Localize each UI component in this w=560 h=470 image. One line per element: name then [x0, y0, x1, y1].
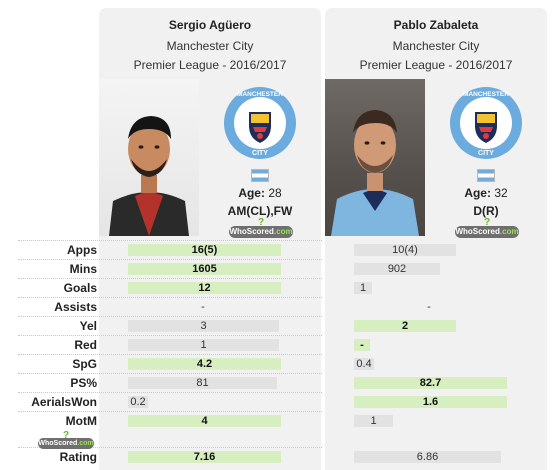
stat-label: SpG — [72, 357, 97, 371]
stat-row-divider — [18, 316, 322, 317]
stat-row-divider — [18, 297, 322, 298]
player-team[interactable]: Manchester City — [166, 39, 254, 53]
stat-label: Apps — [67, 243, 97, 257]
stat-value-left: 0.2 — [128, 396, 148, 408]
stat-value-left: 81 — [128, 377, 277, 389]
stat-value-left: 4.2 — [128, 358, 281, 370]
stat-value-left: 1605 — [128, 263, 281, 275]
player-photo-illustration — [331, 110, 419, 236]
stat-label: Assists — [54, 300, 97, 314]
player-position: AM(CL),FW — [227, 204, 293, 218]
stat-value-right: 902 — [354, 263, 440, 275]
player-team[interactable]: Manchester City — [392, 39, 480, 53]
stat-row-divider — [18, 392, 322, 393]
badge-top-text: MANCHESTER — [463, 91, 509, 98]
stat-value-right: 1.6 — [354, 396, 507, 408]
player-photo — [325, 79, 425, 236]
stat-value-left: 7.16 — [128, 451, 281, 463]
stat-label: Mins — [69, 262, 97, 276]
player-age: Age: 32 — [464, 186, 508, 200]
stat-row-divider — [18, 411, 322, 412]
stat-value-right: - — [427, 301, 431, 313]
badge-bottom-text: CITY — [478, 150, 494, 157]
player-league: Premier League - 2016/2017 — [359, 58, 513, 72]
player-position: D(R) — [473, 204, 499, 218]
stat-row-divider — [18, 373, 322, 374]
stat-value-left: 16(5) — [128, 244, 281, 256]
stat-value-right: 0.4 — [354, 358, 374, 370]
stat-value-left: 1 — [128, 339, 279, 351]
stat-row-divider — [18, 354, 322, 355]
stat-label: Red — [74, 338, 97, 352]
badge-top-text: MANCHESTER — [237, 91, 283, 98]
stat-value-right: 2 — [354, 320, 456, 332]
player-photo — [99, 79, 199, 236]
stat-label: Rating — [59, 450, 97, 464]
stat-row-divider — [18, 240, 322, 241]
stat-value-right: 6.86 — [354, 451, 501, 463]
badge-bottom-text: CITY — [252, 150, 268, 157]
player-name[interactable]: Pablo Zabaleta — [393, 18, 479, 32]
stat-row-divider — [18, 447, 322, 448]
manchester-city-badge-icon: MANCHESTER CITY — [224, 87, 296, 159]
stat-value-right: 10(4) — [354, 244, 456, 256]
player-age: Age: 28 — [238, 186, 282, 200]
stat-label: AerialsWon — [31, 395, 97, 409]
stat-row-divider — [18, 335, 322, 336]
player-photo-illustration — [109, 116, 189, 236]
stat-row-divider — [18, 278, 322, 279]
stat-row-divider — [18, 259, 322, 260]
stat-value-right: 1 — [354, 415, 393, 427]
player-panel-left: Sergio Agüero Manchester City Premier Le… — [99, 8, 321, 470]
stat-value-left: 3 — [128, 320, 279, 332]
stat-value-right: 1 — [354, 282, 372, 294]
stat-value-left: 12 — [128, 282, 281, 294]
stat-label: PS% — [70, 376, 97, 390]
stat-value-left: 4 — [128, 415, 281, 427]
whoscored-rating-logo-icon: ? WhoScored.com — [38, 430, 94, 449]
stat-value-left: - — [201, 301, 205, 313]
player-name[interactable]: Sergio Agüero — [168, 18, 252, 32]
stat-label: Goals — [63, 281, 97, 295]
player-league: Premier League - 2016/2017 — [133, 58, 287, 72]
argentina-flag-icon — [477, 169, 495, 182]
stat-value-right: 82.7 — [354, 377, 507, 389]
player-panel-right: Pablo Zabaleta Manchester City Premier L… — [325, 8, 547, 470]
argentina-flag-icon — [251, 169, 269, 182]
whoscored-logo-icon[interactable]: ? WhoScored.com — [229, 217, 293, 238]
manchester-city-badge-icon: MANCHESTER CITY — [450, 87, 522, 159]
stat-label: Yel — [79, 319, 97, 333]
stat-value-right: - — [354, 339, 370, 351]
stat-label: MotM — [65, 414, 97, 428]
whoscored-logo-icon[interactable]: ? WhoScored.com — [455, 217, 519, 238]
